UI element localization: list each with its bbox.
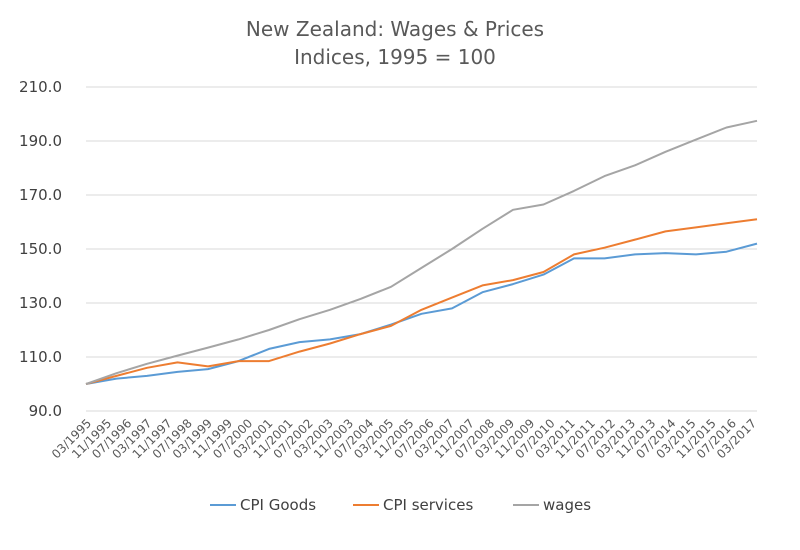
- legend: CPI Goods CPI services wages: [210, 496, 591, 514]
- series-line-cpi-goods: [85, 242, 758, 385]
- series-line-wages: [85, 119, 758, 385]
- y-tick-label: 130.0: [19, 294, 62, 312]
- chart-title: New Zealand: Wages & Prices: [246, 17, 544, 41]
- legend-label: CPI services: [383, 496, 473, 514]
- legend-label: wages: [543, 496, 591, 514]
- y-tick-label: 110.0: [19, 348, 62, 366]
- legend-label: CPI Goods: [240, 496, 316, 514]
- y-tick-label: 170.0: [19, 186, 62, 204]
- series-line-cpi-services: [85, 218, 758, 385]
- y-tick-label: 190.0: [19, 132, 62, 150]
- y-axis: 90.0 110.0 130.0 150.0 170.0 190.0 210.0: [19, 78, 62, 420]
- y-tick-label: 90.0: [29, 402, 62, 420]
- plot-series: [85, 119, 758, 385]
- chart-subtitle: Indices, 1995 = 100: [294, 45, 496, 69]
- y-tick-label: 210.0: [19, 78, 62, 96]
- y-tick-label: 150.0: [19, 240, 62, 258]
- gridlines: [86, 86, 757, 412]
